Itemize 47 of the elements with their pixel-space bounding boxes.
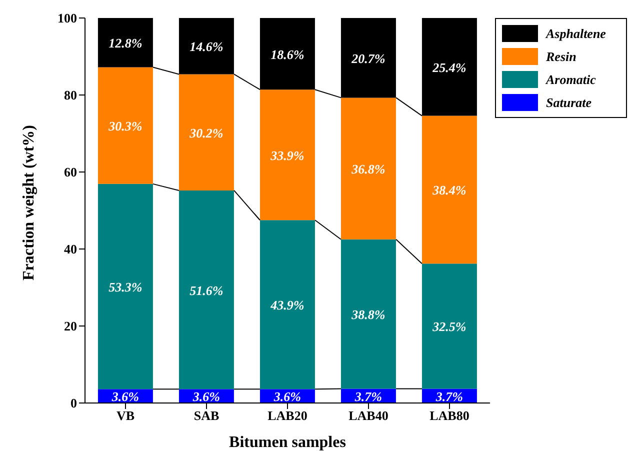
- bar: [422, 116, 477, 264]
- x-tick-label: LAB80: [430, 408, 470, 424]
- data-label: 3.7%: [354, 388, 382, 404]
- data-label: 3.7%: [434, 388, 464, 404]
- data-label: 18.6%: [270, 46, 304, 62]
- y-tick-label: 0: [70, 396, 77, 411]
- data-label: 30.2%: [188, 125, 224, 140]
- y-tick-label: 60: [64, 164, 77, 180]
- x-axis-title: Bitumen samples: [229, 434, 346, 451]
- x-tick-label: LAB40: [348, 408, 388, 424]
- legend-label: Asphaltene: [546, 26, 606, 42]
- bar: [98, 67, 153, 184]
- x-tick-label: VB: [116, 408, 135, 424]
- x-tick-label: LAB20: [268, 408, 308, 424]
- data-label: 30.3%: [108, 118, 142, 134]
- data-label: 33.9%: [270, 148, 304, 163]
- data-label: 36.8%: [350, 162, 386, 177]
- data-label: 20.7%: [350, 50, 386, 66]
- y-axis-title: Fraction weight (wt%): [20, 124, 38, 280]
- y-tick-label: 40: [64, 242, 77, 257]
- data-label: 14.6%: [190, 39, 224, 54]
- data-label: 51.6%: [190, 282, 224, 298]
- bar: [98, 184, 153, 390]
- bar: [178, 190, 234, 390]
- data-label: 53.3%: [108, 280, 142, 295]
- data-label: 25.4%: [432, 60, 466, 75]
- y-tick-label: 80: [64, 88, 77, 103]
- data-label: 32.5%: [432, 319, 466, 334]
- legend-label: Resin: [546, 48, 576, 64]
- data-label: 3.6%: [192, 389, 220, 404]
- bar: [260, 90, 315, 220]
- data-label: 12.8%: [108, 36, 142, 51]
- data-label: 43.9%: [270, 298, 304, 313]
- bar: [178, 74, 234, 190]
- legend-label: Saturate: [546, 94, 592, 110]
- data-label: 38.8%: [350, 307, 386, 322]
- y-tick-label: 20: [64, 318, 77, 334]
- y-tick-label: 100: [58, 10, 77, 26]
- x-tick-label: SAB: [194, 408, 220, 424]
- bar: [422, 264, 477, 389]
- data-label: 38.4%: [432, 182, 466, 198]
- data-label: 3.6%: [110, 389, 140, 404]
- legend-label: Aromatic: [546, 72, 596, 88]
- bar: [340, 239, 396, 389]
- bar: [260, 220, 315, 390]
- data-label: 3.6%: [272, 389, 302, 404]
- bar: [340, 98, 396, 240]
